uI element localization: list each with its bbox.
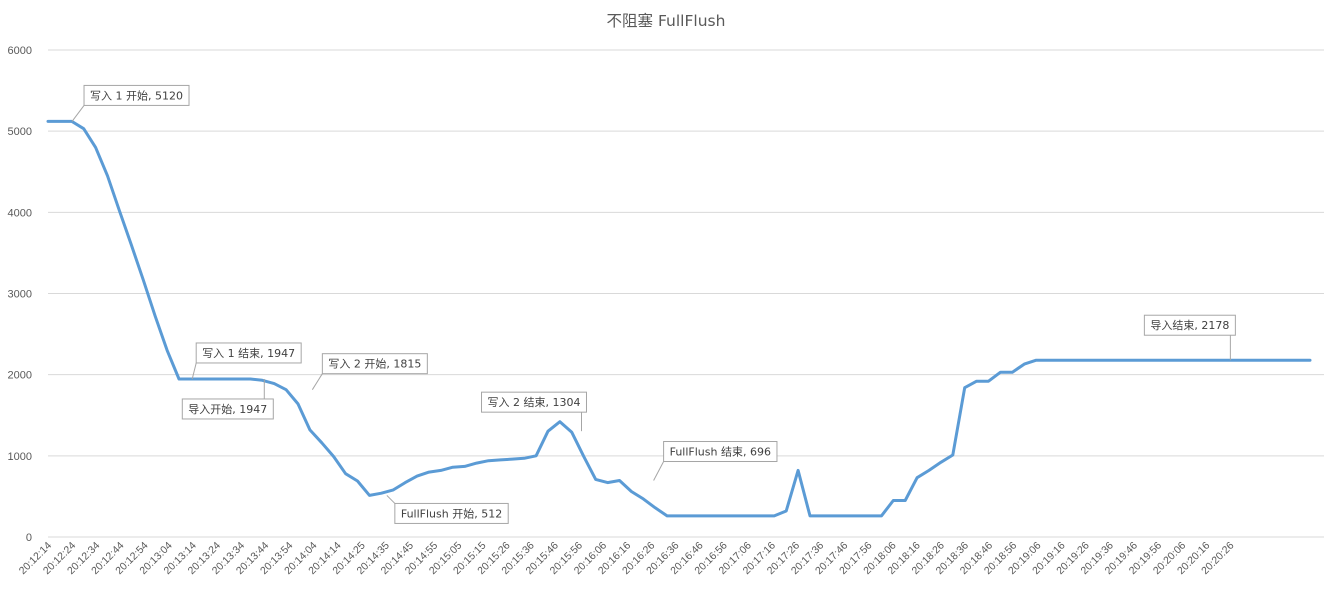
annotation-label: 写入 1 开始, 5120 [71,84,190,122]
annotation-box [1143,314,1236,336]
annotation-label: 写入 2 开始, 1815 [311,353,428,390]
annotation-label: 导入结束, 2178 [1143,314,1236,361]
y-tick-label: 0 [26,532,32,544]
svg-text:写入 1 开始, 5120: 写入 1 开始, 5120 [90,88,183,102]
annotation-box [321,353,428,375]
annotation-leader [71,105,85,122]
annotation-label: FullFlush 结束, 696 [653,441,778,481]
svg-text:写入 2 开始, 1815: 写入 2 开始, 1815 [328,357,421,371]
annotation-label: 写入 2 结束, 1304 [481,391,587,432]
series-line [46,119,1312,518]
svg-text:写入 1 结束, 1947: 写入 1 结束, 1947 [202,347,295,360]
annotation-box [195,342,302,364]
x-axis: 20:12:1420:12:2420:12:3420:12:4420:12:54… [17,540,1237,577]
y-tick-label: 5000 [8,126,32,138]
svg-text:写入 2 结束, 1304: 写入 2 结束, 1304 [488,396,581,409]
chart-title: 不阻塞 FullFlush [607,12,726,30]
svg-text:导入开始, 1947: 导入开始, 1947 [188,402,267,416]
y-tick-label: 3000 [8,289,32,301]
gridlines [48,49,1324,538]
annotation-label: FullFlush 开始, 512 [386,495,509,524]
y-tick-label: 1000 [8,451,32,463]
annotations: 写入 1 开始, 5120 写入 1 结束, 1947 导入开始, 1947 写入 2… [71,84,1236,524]
annotation-leader [653,461,665,481]
annotation-box [83,84,190,106]
annotation-label: 写入 1 结束, 1947 [191,342,302,380]
svg-text:FullFlush 开始, 512: FullFlush 开始, 512 [401,506,502,520]
annotation-leader [191,362,197,380]
annotation-box [181,398,274,420]
y-axis: 0 1000 2000 3000 4000 5000 6000 [8,45,32,544]
y-tick-label: 6000 [8,45,32,57]
annotation-box [394,502,509,524]
svg-text:FullFlush 结束, 696: FullFlush 结束, 696 [670,446,771,459]
annotation-box [481,391,587,413]
y-tick-label: 2000 [8,370,32,382]
svg-text:导入结束, 2178: 导入结束, 2178 [1150,319,1229,332]
annotation-label: 导入开始, 1947 [181,378,274,420]
series-layer [46,119,1312,518]
y-tick-label: 4000 [8,207,32,219]
annotation-leader [311,373,323,390]
annotation-leader [386,495,396,504]
annotation-box [663,441,778,463]
